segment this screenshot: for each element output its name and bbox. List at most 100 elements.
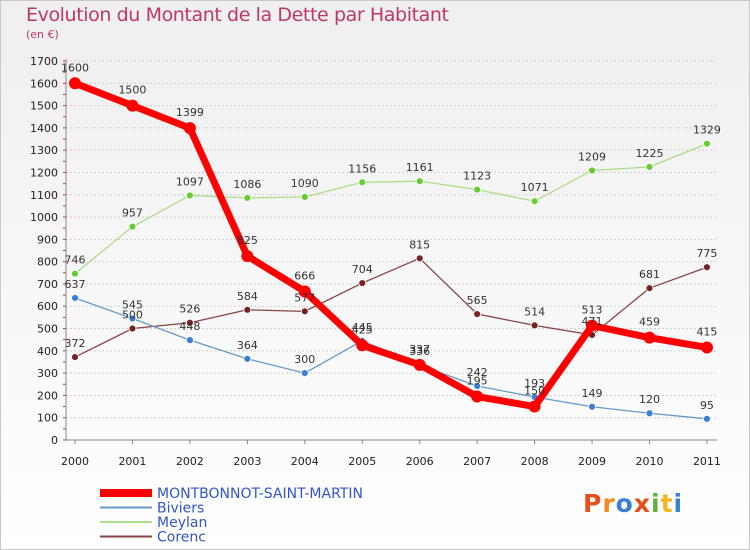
proxiti-logo: Proxiti	[583, 489, 684, 518]
data-point	[528, 400, 541, 413]
data-point	[71, 353, 79, 361]
data-label: 95	[700, 399, 714, 412]
data-point	[643, 331, 656, 344]
data-label: 545	[122, 298, 143, 311]
data-point	[703, 139, 711, 148]
data-label: 514	[524, 305, 545, 318]
data-point	[243, 193, 252, 202]
data-label: 150	[524, 385, 545, 398]
data-label: 120	[639, 393, 660, 406]
data-label: 1123	[463, 170, 491, 183]
data-label: 445	[352, 321, 373, 334]
x-tick-label: 2000	[61, 455, 89, 468]
data-point	[413, 358, 426, 371]
series-line-montbonnot-saint-martin	[71, 79, 711, 411]
data-point	[298, 285, 311, 298]
data-point	[588, 402, 596, 411]
data-point	[241, 250, 254, 263]
data-point	[588, 166, 596, 175]
x-tick-label: 2004	[291, 455, 319, 468]
series-line-meylan	[74, 143, 708, 275]
y-tick-label: 700	[37, 278, 58, 291]
y-tick-label: 200	[37, 389, 58, 402]
data-label: 513	[582, 304, 603, 317]
data-point	[703, 263, 711, 272]
y-tick-label: 500	[37, 323, 58, 336]
data-point	[473, 382, 482, 390]
data-label: 448	[179, 320, 200, 333]
y-tick-label: 900	[37, 233, 58, 246]
x-tick-label: 2002	[176, 455, 204, 468]
y-tick-label: 300	[37, 367, 58, 380]
y-tick-label: 1700	[30, 55, 58, 68]
data-label: 1225	[636, 147, 664, 160]
legend-label: Biviers	[157, 501, 204, 517]
y-tick-label: 1500	[30, 100, 58, 113]
data-label: 1500	[118, 84, 146, 97]
data-point	[300, 193, 309, 201]
y-tick-label: 1000	[30, 211, 58, 224]
data-point	[126, 99, 139, 112]
data-point	[300, 307, 309, 316]
data-label: 704	[352, 263, 373, 276]
data-label: 415	[696, 325, 717, 338]
data-label: 1156	[348, 162, 376, 175]
x-tick-label: 2005	[348, 455, 376, 468]
data-label: 500	[122, 309, 143, 322]
data-point	[71, 294, 79, 302]
x-tick-label: 2008	[521, 455, 549, 468]
data-point	[243, 305, 252, 314]
x-tick-label: 2010	[636, 455, 664, 468]
x-tick-label: 2007	[463, 455, 491, 468]
data-label: 471	[582, 315, 603, 328]
data-point	[473, 185, 482, 194]
data-point	[185, 191, 194, 200]
data-label: 1399	[176, 106, 204, 119]
data-point	[645, 409, 654, 418]
data-label: 577	[294, 291, 315, 304]
data-point	[471, 390, 484, 403]
data-point	[243, 354, 252, 363]
data-label: 364	[237, 339, 258, 352]
data-label: 300	[294, 353, 315, 366]
data-label: 1161	[406, 161, 434, 174]
data-label: 425	[352, 323, 373, 336]
data-point	[183, 122, 196, 135]
y-tick-label: 1200	[30, 166, 58, 179]
data-label: 526	[179, 303, 200, 316]
data-label: 336	[409, 345, 430, 358]
data-label: 1086	[233, 178, 261, 191]
data-label: 681	[639, 268, 660, 281]
data-point	[530, 197, 539, 206]
data-label: 1600	[61, 61, 89, 74]
data-label: 666	[294, 270, 315, 283]
legend-label: MONTBONNOT-SAINT-MARTIN	[157, 486, 363, 502]
data-point	[700, 341, 713, 354]
data-point	[645, 162, 654, 171]
chart-subtitle: (en €)	[26, 28, 59, 41]
y-tick-label: 400	[37, 345, 58, 358]
chart-title: Evolution du Montant de la Dette par Hab…	[26, 4, 449, 26]
data-label: 1329	[693, 124, 721, 137]
data-point	[415, 177, 424, 186]
x-tick-label: 2006	[406, 455, 434, 468]
data-label: 815	[409, 238, 430, 251]
x-tick-label: 2003	[233, 455, 261, 468]
data-label: 584	[237, 290, 258, 303]
y-tick-label: 1400	[30, 122, 58, 135]
data-label: 825	[237, 234, 258, 247]
data-label: 149	[582, 387, 603, 400]
data-point	[530, 321, 539, 330]
data-point	[185, 318, 194, 327]
data-point	[415, 254, 424, 263]
legend-label: Meylan	[157, 515, 207, 531]
y-tick-label: 600	[37, 300, 58, 313]
data-label: 746	[65, 254, 86, 267]
data-point	[473, 310, 482, 318]
data-point	[358, 178, 367, 187]
data-label: 242	[467, 366, 488, 379]
data-point	[358, 279, 367, 287]
series-line-corenc	[74, 257, 708, 358]
